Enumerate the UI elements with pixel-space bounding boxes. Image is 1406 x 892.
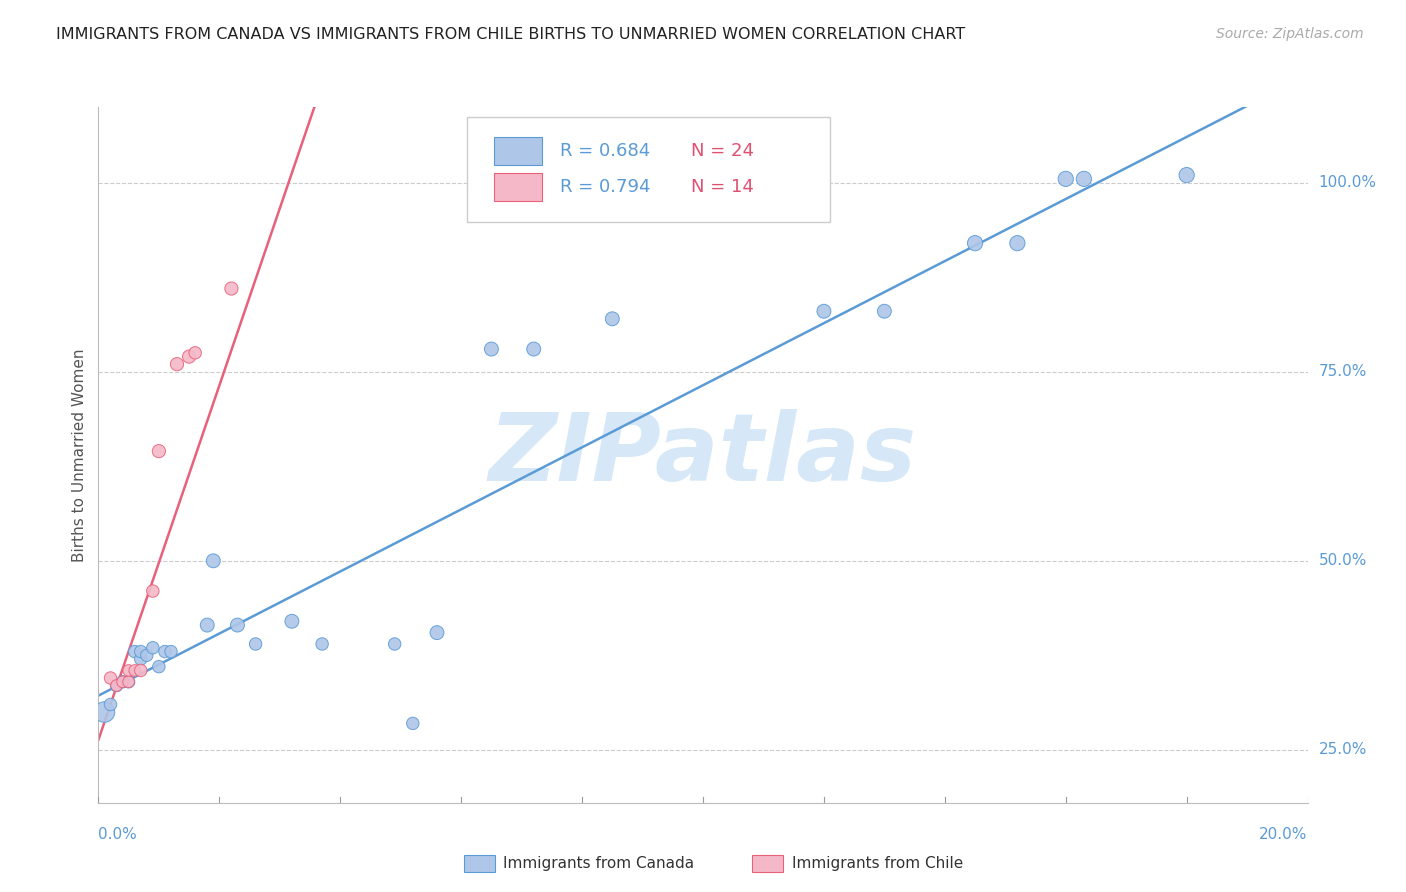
Point bbox=[124, 644, 146, 658]
Text: 0.0%: 0.0% bbox=[98, 827, 138, 841]
Point bbox=[148, 444, 170, 458]
Text: R = 0.684: R = 0.684 bbox=[561, 142, 651, 160]
Point bbox=[281, 615, 304, 629]
Text: IMMIGRANTS FROM CANADA VS IMMIGRANTS FROM CHILE BIRTHS TO UNMARRIED WOMEN CORREL: IMMIGRANTS FROM CANADA VS IMMIGRANTS FRO… bbox=[56, 27, 966, 42]
Point bbox=[402, 716, 425, 731]
Point bbox=[129, 644, 152, 658]
Point bbox=[481, 342, 503, 356]
Text: R = 0.794: R = 0.794 bbox=[561, 178, 651, 196]
Point bbox=[93, 705, 115, 719]
Point bbox=[129, 664, 152, 678]
Text: 75.0%: 75.0% bbox=[1319, 364, 1367, 379]
Point bbox=[177, 350, 201, 364]
Point bbox=[105, 679, 128, 693]
Text: 20.0%: 20.0% bbox=[1260, 827, 1308, 841]
Point bbox=[111, 674, 134, 689]
Point bbox=[1007, 236, 1029, 251]
Text: ZIPatlas: ZIPatlas bbox=[489, 409, 917, 501]
Y-axis label: Births to Unmarried Women: Births to Unmarried Women bbox=[72, 348, 87, 562]
Point bbox=[813, 304, 835, 318]
Point bbox=[226, 618, 249, 632]
Point bbox=[160, 644, 183, 658]
Bar bbox=[494, 137, 543, 165]
Text: Immigrants from Chile: Immigrants from Chile bbox=[792, 856, 963, 871]
Text: Immigrants from Canada: Immigrants from Canada bbox=[503, 856, 695, 871]
Text: N = 24: N = 24 bbox=[690, 142, 754, 160]
Point bbox=[195, 618, 218, 632]
Text: 50.0%: 50.0% bbox=[1319, 553, 1367, 568]
Point bbox=[148, 659, 170, 673]
Point bbox=[124, 664, 146, 678]
Point bbox=[100, 671, 122, 685]
Point bbox=[142, 584, 165, 599]
Text: N = 14: N = 14 bbox=[690, 178, 754, 196]
Point bbox=[245, 637, 267, 651]
Point bbox=[221, 281, 243, 295]
Text: Source: ZipAtlas.com: Source: ZipAtlas.com bbox=[1216, 27, 1364, 41]
Point bbox=[602, 311, 624, 326]
Point bbox=[105, 679, 128, 693]
Point bbox=[426, 625, 449, 640]
Point bbox=[311, 637, 333, 651]
Point bbox=[166, 357, 188, 371]
Point bbox=[384, 637, 406, 651]
Point bbox=[523, 342, 546, 356]
Point bbox=[118, 674, 141, 689]
Text: 100.0%: 100.0% bbox=[1319, 175, 1376, 190]
Point bbox=[1054, 172, 1077, 186]
Point bbox=[202, 554, 225, 568]
Point bbox=[142, 640, 165, 655]
Point bbox=[184, 346, 207, 360]
Point bbox=[100, 698, 122, 712]
Point bbox=[118, 674, 141, 689]
Point bbox=[129, 652, 152, 666]
Point bbox=[118, 664, 141, 678]
Point bbox=[135, 648, 157, 663]
Point bbox=[965, 236, 987, 251]
Point bbox=[190, 833, 212, 847]
Text: 25.0%: 25.0% bbox=[1319, 742, 1367, 757]
Point bbox=[111, 674, 134, 689]
Bar bbox=[494, 173, 543, 201]
FancyBboxPatch shape bbox=[467, 118, 830, 222]
Point bbox=[873, 304, 896, 318]
Point bbox=[153, 644, 176, 658]
Point bbox=[1175, 168, 1198, 182]
Point bbox=[1073, 172, 1095, 186]
